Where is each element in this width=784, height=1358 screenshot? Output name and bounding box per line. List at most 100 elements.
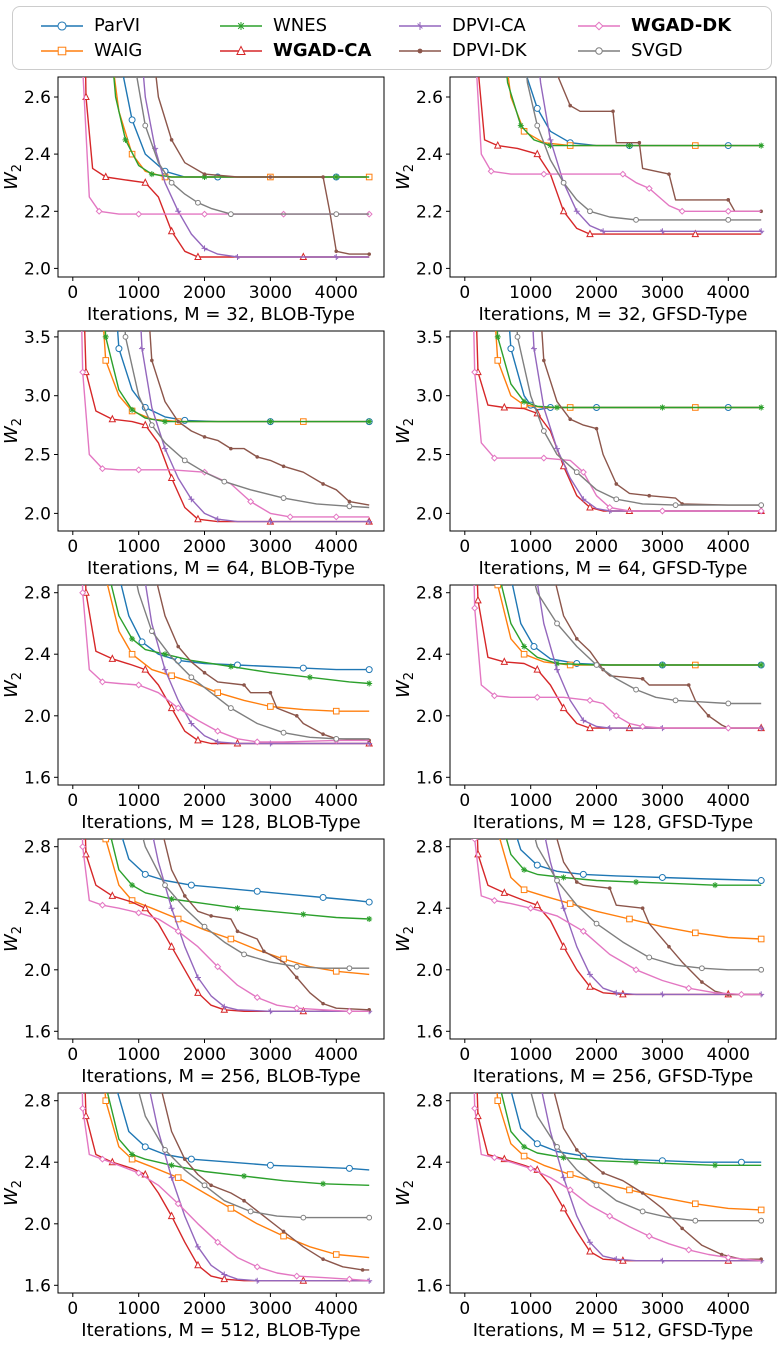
series-parvi [121,839,373,906]
y-tick-label: 2.0 [416,707,443,727]
y-tick-label: 2.8 [416,1092,443,1112]
series-wgad-dk [79,1093,370,1283]
series-wnes [106,1093,370,1187]
series-wgad-dk [471,585,762,732]
series-parvi [516,839,765,885]
chart-m128-gfsd: 0 1000 2000 3000 4000 1.6 2.0 2.4 2.8 Iterations,… [393,584,777,833]
series-wgad-dk [79,839,370,1015]
y-tick-label: 2.5 [416,446,443,466]
figure: ParVI WAIG WNES WGAD-CA DPVI-CA DPVI-DK WGAD-D… [0,6,784,1342]
series-waig [499,839,765,943]
x-tick-label: 3000 [641,537,684,557]
subplot-m512-gfsd: 0 1000 2000 3000 4000 1.6 2.0 2.4 2.8 Iterations,… [392,1088,784,1342]
y-tick-label: 1.6 [416,1022,443,1042]
y-tick-label: 3.0 [416,387,443,407]
series-svgd [136,77,370,218]
plot-frame [449,1092,777,1294]
plot-frame [57,1092,385,1294]
chart-m512-gfsd: 0 1000 2000 3000 4000 1.6 2.0 2.4 2.8 Iterations,… [393,1092,777,1341]
series-dpvi-dk [163,839,371,1012]
x-axis-label: Iterations, M = 64, BLOB-Type [87,558,355,579]
x-tick-label: 0 [67,283,78,303]
x-tick-label: 3000 [249,537,292,557]
series-wnes [113,77,370,180]
x-tick-label: 1000 [117,537,160,557]
x-tick-label: 4000 [707,791,750,811]
subplot-m512-blob: 0 1000 2000 3000 4000 1.6 2.0 2.4 2.8 Iterations,… [0,1088,392,1342]
x-tick-label: 2000 [183,1299,226,1319]
x-tick-label: 0 [67,791,78,811]
series-parvi [526,77,762,150]
y-tick-label: 2.2 [416,202,443,222]
plot-frame [449,330,777,532]
plot-frame [57,76,385,278]
series-wnes [102,331,373,425]
x-tick-label: 1000 [117,1299,160,1319]
x-tick-label: 4000 [315,537,358,557]
x-tick-label: 1000 [509,1299,552,1319]
series-dpvi-ca [144,585,373,747]
series-dpvi-ca [530,331,765,514]
series-wnes [110,839,373,922]
y-tick-label: 2.0 [416,1215,443,1235]
series-svgd [526,77,762,223]
legend-sample-wgad-dk [578,21,620,30]
subplot-m256-gfsd: 0 1000 2000 3000 4000 1.6 2.0 2.4 2.8 Iterations,… [392,834,784,1088]
series-dpvi-dk [557,77,763,214]
x-tick-label: 3000 [641,1299,684,1319]
series-wgad-dk [471,839,762,998]
series-dpvi-ca [142,77,370,260]
y-tick-label: 3.0 [24,387,51,407]
series-wnes [505,839,762,889]
series-svgd [138,1093,373,1221]
legend-item-wgad-ca: WGAD-CA [218,40,387,61]
plot-frame [449,838,777,1040]
legend-label: WAIG [94,40,143,61]
y-axis-label: W2 [393,926,417,952]
x-tick-label: 1000 [509,283,552,303]
y-tick-label: 2.4 [416,899,443,919]
y-tick-label: 2.8 [24,838,51,858]
y-tick-label: 1.6 [24,1276,51,1296]
x-axis-label: Iterations, M = 256, BLOB-Type [81,1066,360,1087]
plot-frame [449,584,777,786]
y-tick-label: 2.8 [24,1092,51,1112]
x-tick-label: 3000 [249,791,292,811]
y-tick-label: 2.0 [416,504,443,524]
chart-m256-gfsd: 0 1000 2000 3000 4000 1.6 2.0 2.4 2.8 Iterations,… [393,838,777,1087]
legend-label: WGAD-DK [631,15,732,36]
chart-m512-blob: 0 1000 2000 3000 4000 1.6 2.0 2.4 2.8 Iterations,… [1,1092,385,1341]
series-wgad-dk [471,331,765,515]
y-tick-label: 2.0 [24,707,51,727]
x-tick-label: 2000 [183,537,226,557]
plot-frame [57,838,385,1040]
y-tick-label: 2.8 [416,838,443,858]
x-tick-label: 0 [459,537,470,557]
y-tick-label: 2.4 [24,145,51,165]
series-wgad-ca [82,1093,370,1284]
y-tick-label: 2.8 [24,584,51,604]
legend-label: SVGD [631,40,683,61]
y-tick-label: 2.4 [416,645,443,665]
subplot-m128-gfsd: 0 1000 2000 3000 4000 1.6 2.0 2.4 2.8 Iterations,… [392,580,784,834]
y-axis-label: W2 [393,672,417,698]
series-parvi [510,1093,762,1166]
y-axis-label: W2 [1,418,25,444]
series-svgd [122,331,370,510]
x-tick-label: 2000 [575,537,618,557]
chart-m64-blob: 0 1000 2000 3000 4000 2.0 2.5 3.0 3.5 Iterations,… [1,328,385,579]
x-tick-label: 0 [67,1299,78,1319]
legend-label: DPVI-DK [452,40,527,61]
series-wnes [500,1093,762,1169]
y-tick-label: 2.0 [24,961,51,981]
series-wgad-ca [82,331,373,525]
x-axis-label: Iterations, M = 32, GFSD-Type [478,304,747,325]
x-tick-label: 2000 [575,283,618,303]
x-axis-label: Iterations, M = 128, GFSD-Type [473,812,754,833]
x-tick-label: 1000 [509,537,552,557]
x-axis-label: Iterations, M = 128, BLOB-Type [81,812,360,833]
legend-label: WNES [273,15,328,36]
chart-m128-blob: 0 1000 2000 3000 4000 1.6 2.0 2.4 2.8 Iterations,… [1,584,385,833]
series-dpvi-dk [541,331,763,507]
y-tick-label: 2.0 [24,259,51,279]
